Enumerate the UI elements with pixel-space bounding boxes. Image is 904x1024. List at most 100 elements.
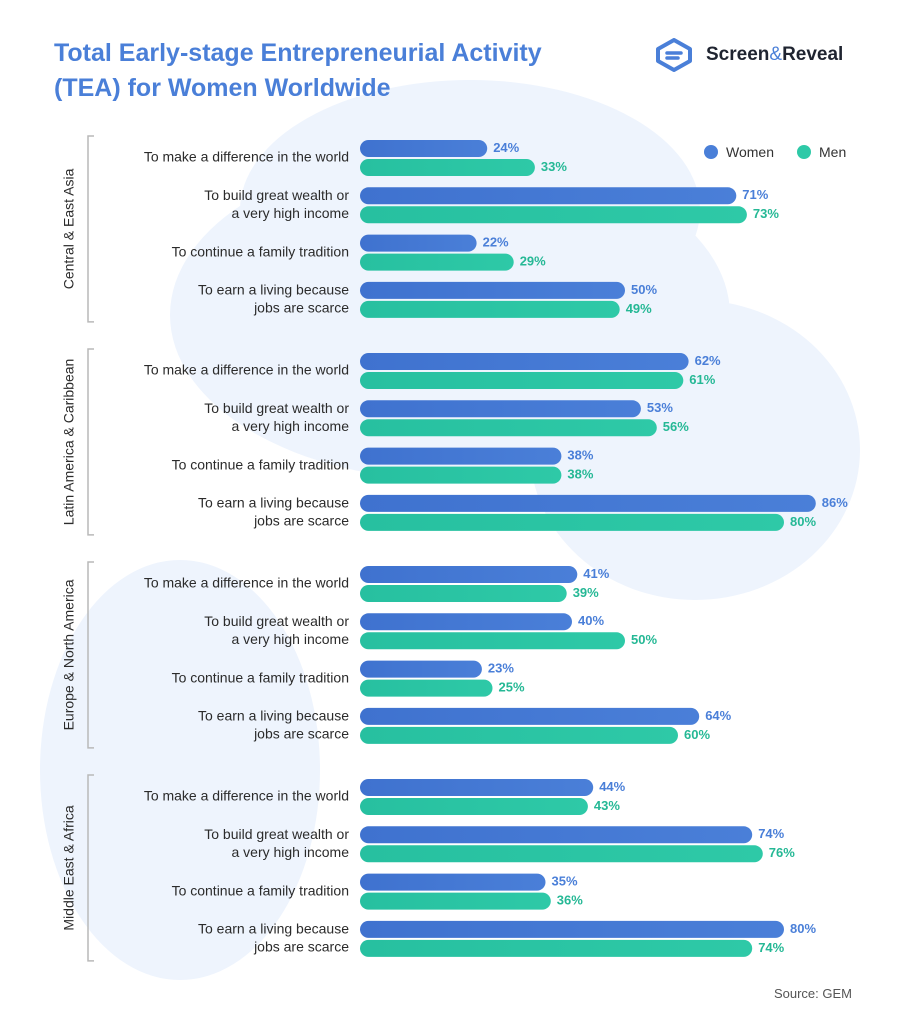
category-label: To earn a living because	[198, 708, 349, 724]
bar-women	[360, 566, 578, 583]
data-label: 56%	[663, 419, 689, 434]
category-label: To continue a family tradition	[172, 456, 349, 472]
category-label: To earn a living because	[198, 282, 349, 298]
bar-men	[360, 892, 551, 910]
category-label: jobs are scarce	[253, 300, 349, 316]
data-label: 38%	[567, 448, 593, 463]
category-label: To build great wealth or	[204, 187, 349, 203]
group-label: Central & East Asia	[61, 168, 77, 289]
bar-men	[360, 419, 657, 437]
bar-men	[360, 845, 763, 863]
chart-title-line: Total Early-stage Entrepreneurial Activi…	[54, 39, 542, 67]
group-label: Latin America & Caribbean	[61, 359, 77, 526]
group-label: Europe & North America	[61, 579, 77, 730]
bar-women	[360, 707, 700, 725]
logo-ampersand: &	[769, 44, 783, 65]
chart-title-line: (TEA) for Women Worldwide	[54, 74, 391, 102]
data-label: 35%	[552, 874, 578, 889]
data-label: 24%	[493, 140, 519, 155]
category-label: To continue a family tradition	[172, 882, 349, 898]
category-label: To continue a family tradition	[172, 243, 349, 259]
data-label: 71%	[742, 187, 768, 202]
bar-men	[360, 939, 753, 957]
category-label: To make a difference in the world	[144, 362, 349, 378]
bar-women	[360, 400, 641, 418]
group-bracket	[87, 135, 94, 323]
bar-men	[360, 206, 747, 224]
data-label: 74%	[758, 826, 784, 841]
chart-legend: Women Men	[704, 143, 854, 163]
data-label: 40%	[578, 613, 604, 628]
bar-men	[360, 513, 784, 531]
bar-women	[360, 494, 816, 512]
data-label: 60%	[684, 727, 710, 742]
bar-women	[360, 187, 737, 205]
data-label: 43%	[594, 798, 620, 813]
bar-women	[360, 613, 572, 631]
data-label: 36%	[557, 893, 583, 908]
group-label: Middle East & Africa	[61, 805, 77, 930]
category-label: To build great wealth or	[204, 613, 349, 629]
bar-women	[360, 234, 477, 252]
bar-men	[360, 726, 678, 744]
bar-men	[360, 300, 620, 318]
category-label: To earn a living because	[198, 921, 349, 937]
data-label: 38%	[567, 467, 593, 482]
bar-women	[360, 660, 482, 678]
bar-men	[360, 798, 588, 815]
category-label: jobs are scarce	[253, 513, 349, 529]
data-label: 80%	[790, 514, 816, 529]
data-label: 64%	[705, 708, 731, 723]
data-label: 73%	[753, 206, 779, 221]
legend-swatch-women	[704, 145, 718, 159]
legend-item-women: Women	[704, 143, 774, 161]
brand-logo: Screen&Reveal	[654, 38, 854, 72]
data-label: 33%	[541, 159, 567, 174]
category-label: To earn a living because	[198, 495, 349, 511]
bar-women	[360, 447, 562, 465]
category-label: a very high income	[231, 418, 349, 434]
category-label: a very high income	[231, 631, 349, 647]
bar-women	[360, 281, 625, 299]
data-label: 80%	[790, 921, 816, 936]
logo-wordmark: Screen&Reveal	[706, 44, 843, 66]
bar-men	[360, 372, 684, 389]
bar-men	[360, 585, 567, 602]
data-label: 76%	[769, 845, 795, 860]
data-label: 29%	[520, 254, 546, 269]
data-label: 22%	[483, 235, 509, 250]
category-label: To continue a family tradition	[172, 669, 349, 685]
data-label: 53%	[647, 400, 673, 415]
legend-swatch-men	[797, 145, 811, 159]
category-label: jobs are scarce	[253, 726, 349, 742]
category-label: To build great wealth or	[204, 400, 349, 416]
legend-label-men: Men	[819, 144, 847, 160]
group-bracket	[87, 561, 94, 749]
bar-women	[360, 779, 594, 796]
chart-title: Total Early-stage Entrepreneurial Activi…	[54, 36, 542, 106]
data-label: 39%	[573, 585, 599, 600]
category-label: jobs are scarce	[253, 939, 349, 955]
data-label: 49%	[626, 301, 652, 316]
category-label: a very high income	[231, 205, 349, 221]
data-label: 74%	[758, 940, 784, 955]
category-label: To make a difference in the world	[144, 149, 349, 165]
bar-men	[360, 632, 625, 650]
group-bracket	[87, 348, 94, 536]
category-label: To build great wealth or	[204, 826, 349, 842]
background-blob	[530, 300, 860, 600]
bar-men	[360, 159, 535, 176]
group-bracket	[87, 774, 94, 962]
category-label: To make a difference in the world	[144, 788, 349, 804]
data-label: 41%	[583, 566, 609, 581]
data-label: 50%	[631, 632, 657, 647]
data-label: 86%	[822, 495, 848, 510]
data-label: 50%	[631, 282, 657, 297]
legend-label-women: Women	[726, 144, 774, 160]
background-blob	[40, 560, 320, 980]
bar-women	[360, 353, 689, 370]
legend-item-men: Men	[797, 143, 846, 161]
category-label: To make a difference in the world	[144, 575, 349, 591]
screen-reveal-logo-icon	[656, 38, 692, 72]
